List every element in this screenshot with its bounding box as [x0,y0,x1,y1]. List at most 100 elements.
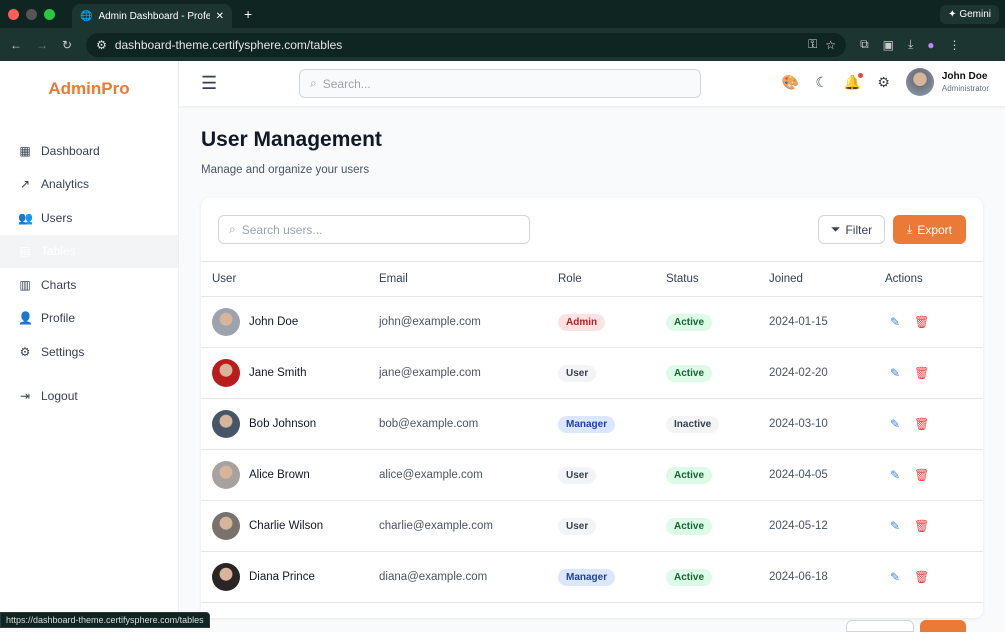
status-bar-url: https://dashboard-theme.certifysphere.co… [0,612,210,628]
role-badge: Admin [558,313,606,331]
sidebar-item-charts[interactable]: ▥ Charts [19,277,77,292]
bar-chart-icon: ▥ [19,277,31,292]
edit-icon[interactable]: ✎ [890,519,901,533]
users-card: ⌕ Search users... ⏷ Filter ⤓ Export User Ema… [201,198,983,618]
edit-icon[interactable]: ✎ [890,417,901,431]
table-row: Bob Johnson bob@example.com Manager Inac… [201,398,983,450]
status-badge: Active [666,364,713,382]
joined-date: 2024-01-15 [769,296,885,348]
menu-icon[interactable]: ⋮ [948,37,961,52]
avatar [212,512,240,540]
maximize-window-button[interactable] [44,8,55,20]
user-email: diana@example.com [379,551,558,603]
next-page-button[interactable] [920,620,966,632]
close-window-button[interactable] [8,8,19,20]
filter-icon: ⏷ [830,222,841,236]
url-field[interactable]: ⚙ dashboard-theme.certifysphere.com/tabl… [86,32,847,57]
avatar [212,308,240,336]
trash-icon[interactable]: 🗑 [914,366,930,380]
export-button[interactable]: ⤓ Export [893,215,966,244]
avatar [212,410,240,438]
tab-search-icon[interactable]: ▣ [882,37,894,52]
browser-tab-bar: 🌐 Admin Dashboard - Professional ✕ + ✦ G… [0,0,1005,28]
key-icon[interactable]: ⚿ [808,37,818,51]
sidebar-item-tables[interactable]: ▤ Tables [0,234,178,268]
users-icon: 👥 [18,210,33,225]
user-name: Jane Smith [249,367,307,379]
gemini-button[interactable]: ✦ Gemini [940,4,999,24]
user-name: Charlie Wilson [249,520,324,532]
role-badge: Manager [558,415,616,433]
joined-date: 2024-04-05 [769,449,885,501]
edit-icon[interactable]: ✎ [890,315,901,329]
profile-icon[interactable]: ● [927,37,935,52]
browser-tab[interactable]: 🌐 Admin Dashboard - Professional ✕ [72,4,232,28]
download-icon[interactable]: ⤓ [907,37,914,51]
menu-toggle-icon[interactable]: ☰ [201,73,218,93]
filter-button[interactable]: ⏷ Filter [818,215,885,244]
user-name: Bob Johnson [249,418,317,430]
global-search-input[interactable]: ⌕ Search... [299,69,701,98]
bell-icon[interactable]: 🔔 [843,72,864,90]
user-email: jane@example.com [379,347,558,399]
extensions-icon[interactable]: ⧉ [860,37,869,51]
status-badge: Active [666,466,713,484]
sidebar-item-users[interactable]: 👥 Users [18,210,73,225]
table-row: Diana Prince diana@example.com Manager A… [201,551,983,603]
edit-icon[interactable]: ✎ [890,570,901,584]
sidebar-item-logout[interactable]: ⇥ Logout [19,389,78,404]
user-email: john@example.com [379,296,558,348]
table-icon: ▤ [19,244,31,259]
trash-icon[interactable]: 🗑 [914,570,930,584]
column-header: Actions [885,261,983,297]
download-icon: ⤓ [907,222,913,236]
sidebar-item-settings[interactable]: ⚙ Settings [19,344,85,359]
trash-icon[interactable]: 🗑 [914,315,930,329]
previous-page-button[interactable] [846,620,914,632]
gear-icon[interactable]: ⚙ [877,73,890,90]
close-tab-icon[interactable]: ✕ [215,10,224,22]
trending-up-icon: ↗ [19,177,31,192]
column-header: User [201,261,379,297]
star-icon[interactable]: ☆ [825,37,837,52]
user-email: alice@example.com [379,449,558,501]
column-header: Status [666,261,769,297]
dashboard-icon: ▦ [19,143,31,158]
joined-date: 2024-03-10 [769,398,885,450]
logout-icon: ⇥ [19,389,31,404]
page-title: User Management [201,128,382,151]
minimize-window-button[interactable] [26,8,37,20]
user-email: bob@example.com [379,398,558,450]
trash-icon[interactable]: 🗑 [914,519,930,533]
gear-icon: ⚙ [19,344,31,359]
user-search-input[interactable]: ⌕ Search users... [218,215,530,244]
table-row: Jane Smith jane@example.com User Active … [201,347,983,399]
column-header: Email [379,261,558,297]
forward-icon[interactable]: → [36,37,48,52]
sidebar-item-dashboard[interactable]: ▦ Dashboard [19,143,100,158]
moon-icon[interactable]: ☾ [815,73,828,90]
user-icon: 👤 [18,311,33,326]
palette-icon[interactable]: 🎨 [781,73,800,90]
avatar [212,461,240,489]
avatar [905,68,934,96]
reload-icon[interactable]: ↻ [62,37,73,52]
table-row: Alice Brown alice@example.com User Activ… [201,449,983,501]
back-icon[interactable]: ← [10,37,22,52]
joined-date: 2024-06-18 [769,551,885,603]
column-header: Role [558,261,666,297]
edit-icon[interactable]: ✎ [890,468,901,482]
sidebar-item-analytics[interactable]: ↗ Analytics [19,177,90,192]
user-menu[interactable]: John Doe Administrator [905,68,989,96]
new-tab-button[interactable]: + [244,6,253,22]
trash-icon[interactable]: 🗑 [914,468,930,482]
edit-icon[interactable]: ✎ [890,366,901,380]
role-badge: User [558,364,597,382]
users-table: User Email Role Status Joined Actions John Do… [201,261,983,603]
trash-icon[interactable]: 🗑 [914,417,930,431]
avatar [212,359,240,387]
status-badge: Active [666,568,713,586]
site-settings-icon[interactable]: ⚙ [96,37,107,52]
sidebar-item-profile[interactable]: 👤 Profile [18,311,76,326]
avatar [212,563,240,591]
